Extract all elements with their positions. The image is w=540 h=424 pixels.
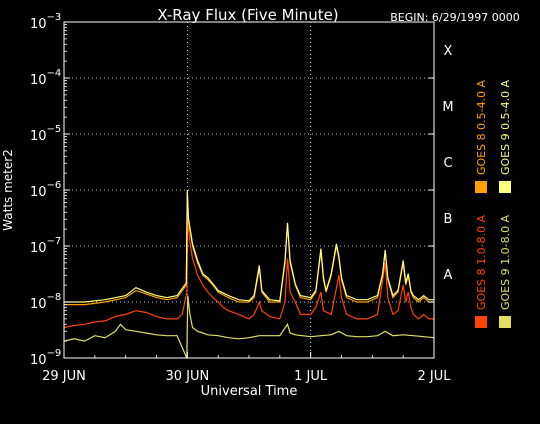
legend-swatch-4: [499, 316, 511, 328]
y-tick-label: 10−3: [30, 12, 61, 32]
x-axis-label: Universal Time: [201, 384, 298, 399]
y-tick-label: 10−4: [30, 68, 61, 88]
x-tick-label: 30 JUN: [165, 369, 209, 384]
y-tick-label: 10−9: [30, 348, 61, 368]
legend-swatch-2: [475, 316, 487, 328]
flare-class-labels: X M C B A: [442, 44, 453, 283]
legend-label-1: GOES 8 0.5-4.0 A: [475, 79, 488, 175]
x-axis-ticks: 29 JUN 30 JUN 1 JUL 2 JUL: [42, 352, 451, 384]
x-tick-label: 2 JUL: [418, 369, 452, 384]
y-tick-label: 10−6: [30, 180, 61, 200]
y-axis-label: Watts meter2: [1, 149, 15, 231]
y-axis-ticks: 10−3 10−4 10−5 10−6 10−7 10−8 10−9: [30, 12, 434, 368]
begin-label: BEGIN: 6/29/1997 0000: [390, 11, 520, 24]
x-tick-label: 1 JUL: [294, 369, 328, 384]
chart-title: X-Ray Flux (Five Minute): [157, 6, 338, 24]
legend-label-4: GOES 9 1.0-8.0 A: [499, 214, 512, 310]
y-tick-label: 10−7: [30, 236, 61, 256]
legend-swatch-1: [475, 181, 487, 193]
flare-class-x: X: [444, 44, 453, 59]
series-line-2: [64, 192, 434, 306]
series-line-4: [63, 295, 435, 359]
x-tick-label: 29 JUN: [42, 369, 86, 384]
flare-class-m: M: [442, 100, 453, 115]
series-line-3: [64, 189, 434, 303]
series-line-1: [63, 219, 434, 329]
y-tick-label: 10−5: [30, 124, 61, 144]
flare-class-a: A: [444, 268, 453, 283]
legend: GOES 8 0.5-4.0 A GOES 8 1.0-8.0 A GOES 9 0…: [475, 79, 512, 328]
legend-label-3: GOES 9 0.5-4.0 A: [499, 79, 512, 175]
legend-swatch-3: [499, 181, 511, 193]
flare-class-b: B: [444, 212, 453, 227]
legend-label-2: GOES 8 1.0-8.0 A: [475, 214, 488, 310]
flare-class-c: C: [443, 156, 452, 171]
y-tick-label: 10−8: [30, 292, 61, 312]
series-layer: [63, 189, 435, 359]
